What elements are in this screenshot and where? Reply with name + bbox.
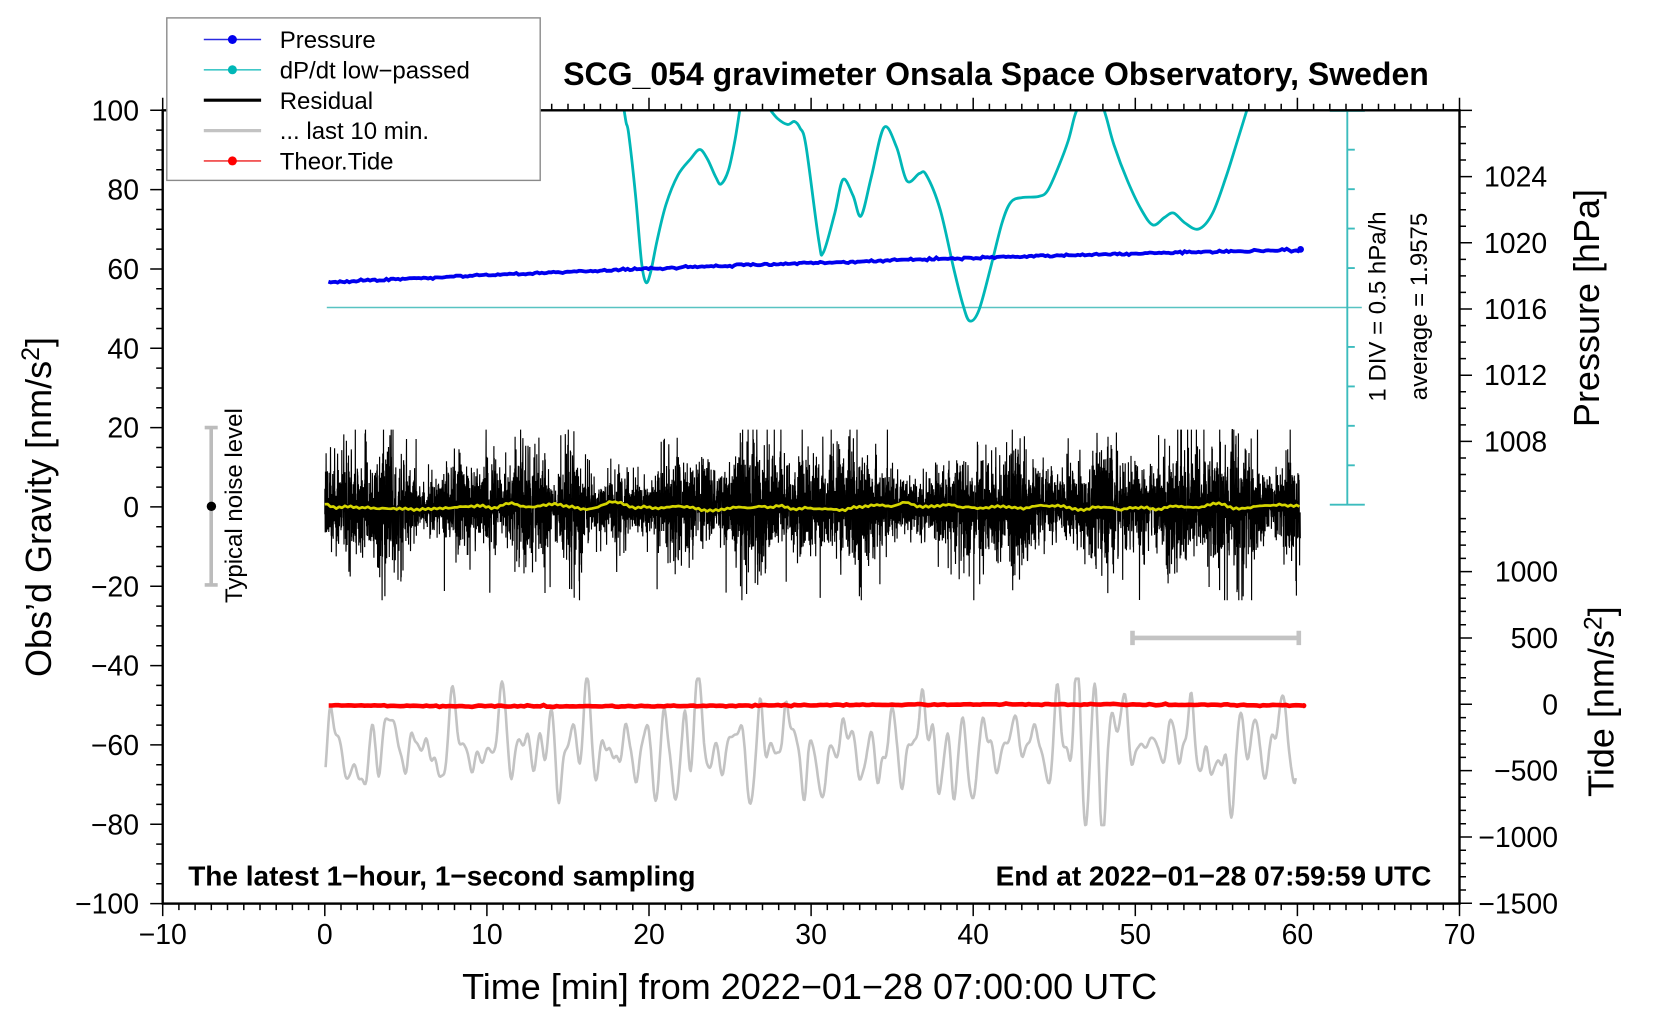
svg-text:1020: 1020 bbox=[1484, 228, 1547, 260]
svg-text:The latest 1−hour, 1−second sa: The latest 1−hour, 1−second sampling bbox=[188, 861, 695, 892]
svg-text:−80: −80 bbox=[91, 809, 139, 841]
svg-text:60: 60 bbox=[1282, 919, 1314, 951]
svg-text:0: 0 bbox=[1542, 689, 1558, 721]
svg-text:Obs’d Gravity [nm/s2]: Obs’d Gravity [nm/s2] bbox=[17, 337, 59, 677]
svg-text:Pressure: Pressure bbox=[280, 27, 376, 54]
svg-text:Time [min] from 2022−01−28 07:: Time [min] from 2022−01−28 07:00:00 UTC bbox=[462, 966, 1157, 1007]
svg-text:40: 40 bbox=[107, 333, 139, 365]
svg-text:Tide [nm/s2]: Tide [nm/s2] bbox=[1580, 606, 1622, 797]
svg-text:−100: −100 bbox=[75, 889, 139, 921]
svg-text:−40: −40 bbox=[91, 651, 139, 683]
svg-text:60: 60 bbox=[107, 254, 139, 286]
svg-text:SCG_054 gravimeter Onsala Spac: SCG_054 gravimeter Onsala Space Observat… bbox=[563, 56, 1429, 92]
svg-text:Theor.Tide: Theor.Tide bbox=[280, 149, 394, 176]
svg-text:500: 500 bbox=[1511, 623, 1558, 655]
svg-text:0: 0 bbox=[317, 919, 333, 951]
svg-text:... last 10 min.: ... last 10 min. bbox=[280, 118, 429, 145]
svg-text:Typical noise level: Typical noise level bbox=[221, 408, 248, 603]
svg-text:1 DIV = 0.5 hPa/h: 1 DIV = 0.5 hPa/h bbox=[1365, 211, 1392, 401]
svg-text:50: 50 bbox=[1120, 919, 1152, 951]
svg-text:70: 70 bbox=[1444, 919, 1476, 951]
svg-text:End at 2022−01−28 07:59:59 UTC: End at 2022−01−28 07:59:59 UTC bbox=[996, 861, 1432, 892]
svg-text:−20: −20 bbox=[91, 571, 139, 603]
svg-text:20: 20 bbox=[633, 919, 665, 951]
svg-text:1024: 1024 bbox=[1484, 162, 1547, 194]
svg-text:dP/dt low−passed: dP/dt low−passed bbox=[280, 57, 470, 84]
svg-text:20: 20 bbox=[107, 413, 139, 445]
svg-text:−60: −60 bbox=[91, 730, 139, 762]
svg-text:average = 1.9575: average = 1.9575 bbox=[1406, 213, 1433, 401]
svg-text:40: 40 bbox=[957, 919, 989, 951]
svg-text:−1000: −1000 bbox=[1478, 822, 1558, 854]
svg-text:1016: 1016 bbox=[1484, 294, 1547, 326]
svg-text:−10: −10 bbox=[139, 919, 187, 951]
svg-text:100: 100 bbox=[92, 95, 139, 127]
svg-text:1000: 1000 bbox=[1495, 557, 1558, 589]
svg-text:Residual: Residual bbox=[280, 88, 373, 115]
svg-text:1008: 1008 bbox=[1484, 426, 1547, 458]
svg-text:1012: 1012 bbox=[1484, 360, 1547, 392]
svg-text:30: 30 bbox=[795, 919, 827, 951]
svg-text:0: 0 bbox=[123, 492, 139, 524]
svg-text:Pressure [hPa]: Pressure [hPa] bbox=[1566, 189, 1607, 427]
svg-text:−500: −500 bbox=[1494, 756, 1558, 788]
svg-text:10: 10 bbox=[471, 919, 503, 951]
svg-text:−1500: −1500 bbox=[1478, 888, 1558, 920]
svg-text:80: 80 bbox=[107, 175, 139, 207]
